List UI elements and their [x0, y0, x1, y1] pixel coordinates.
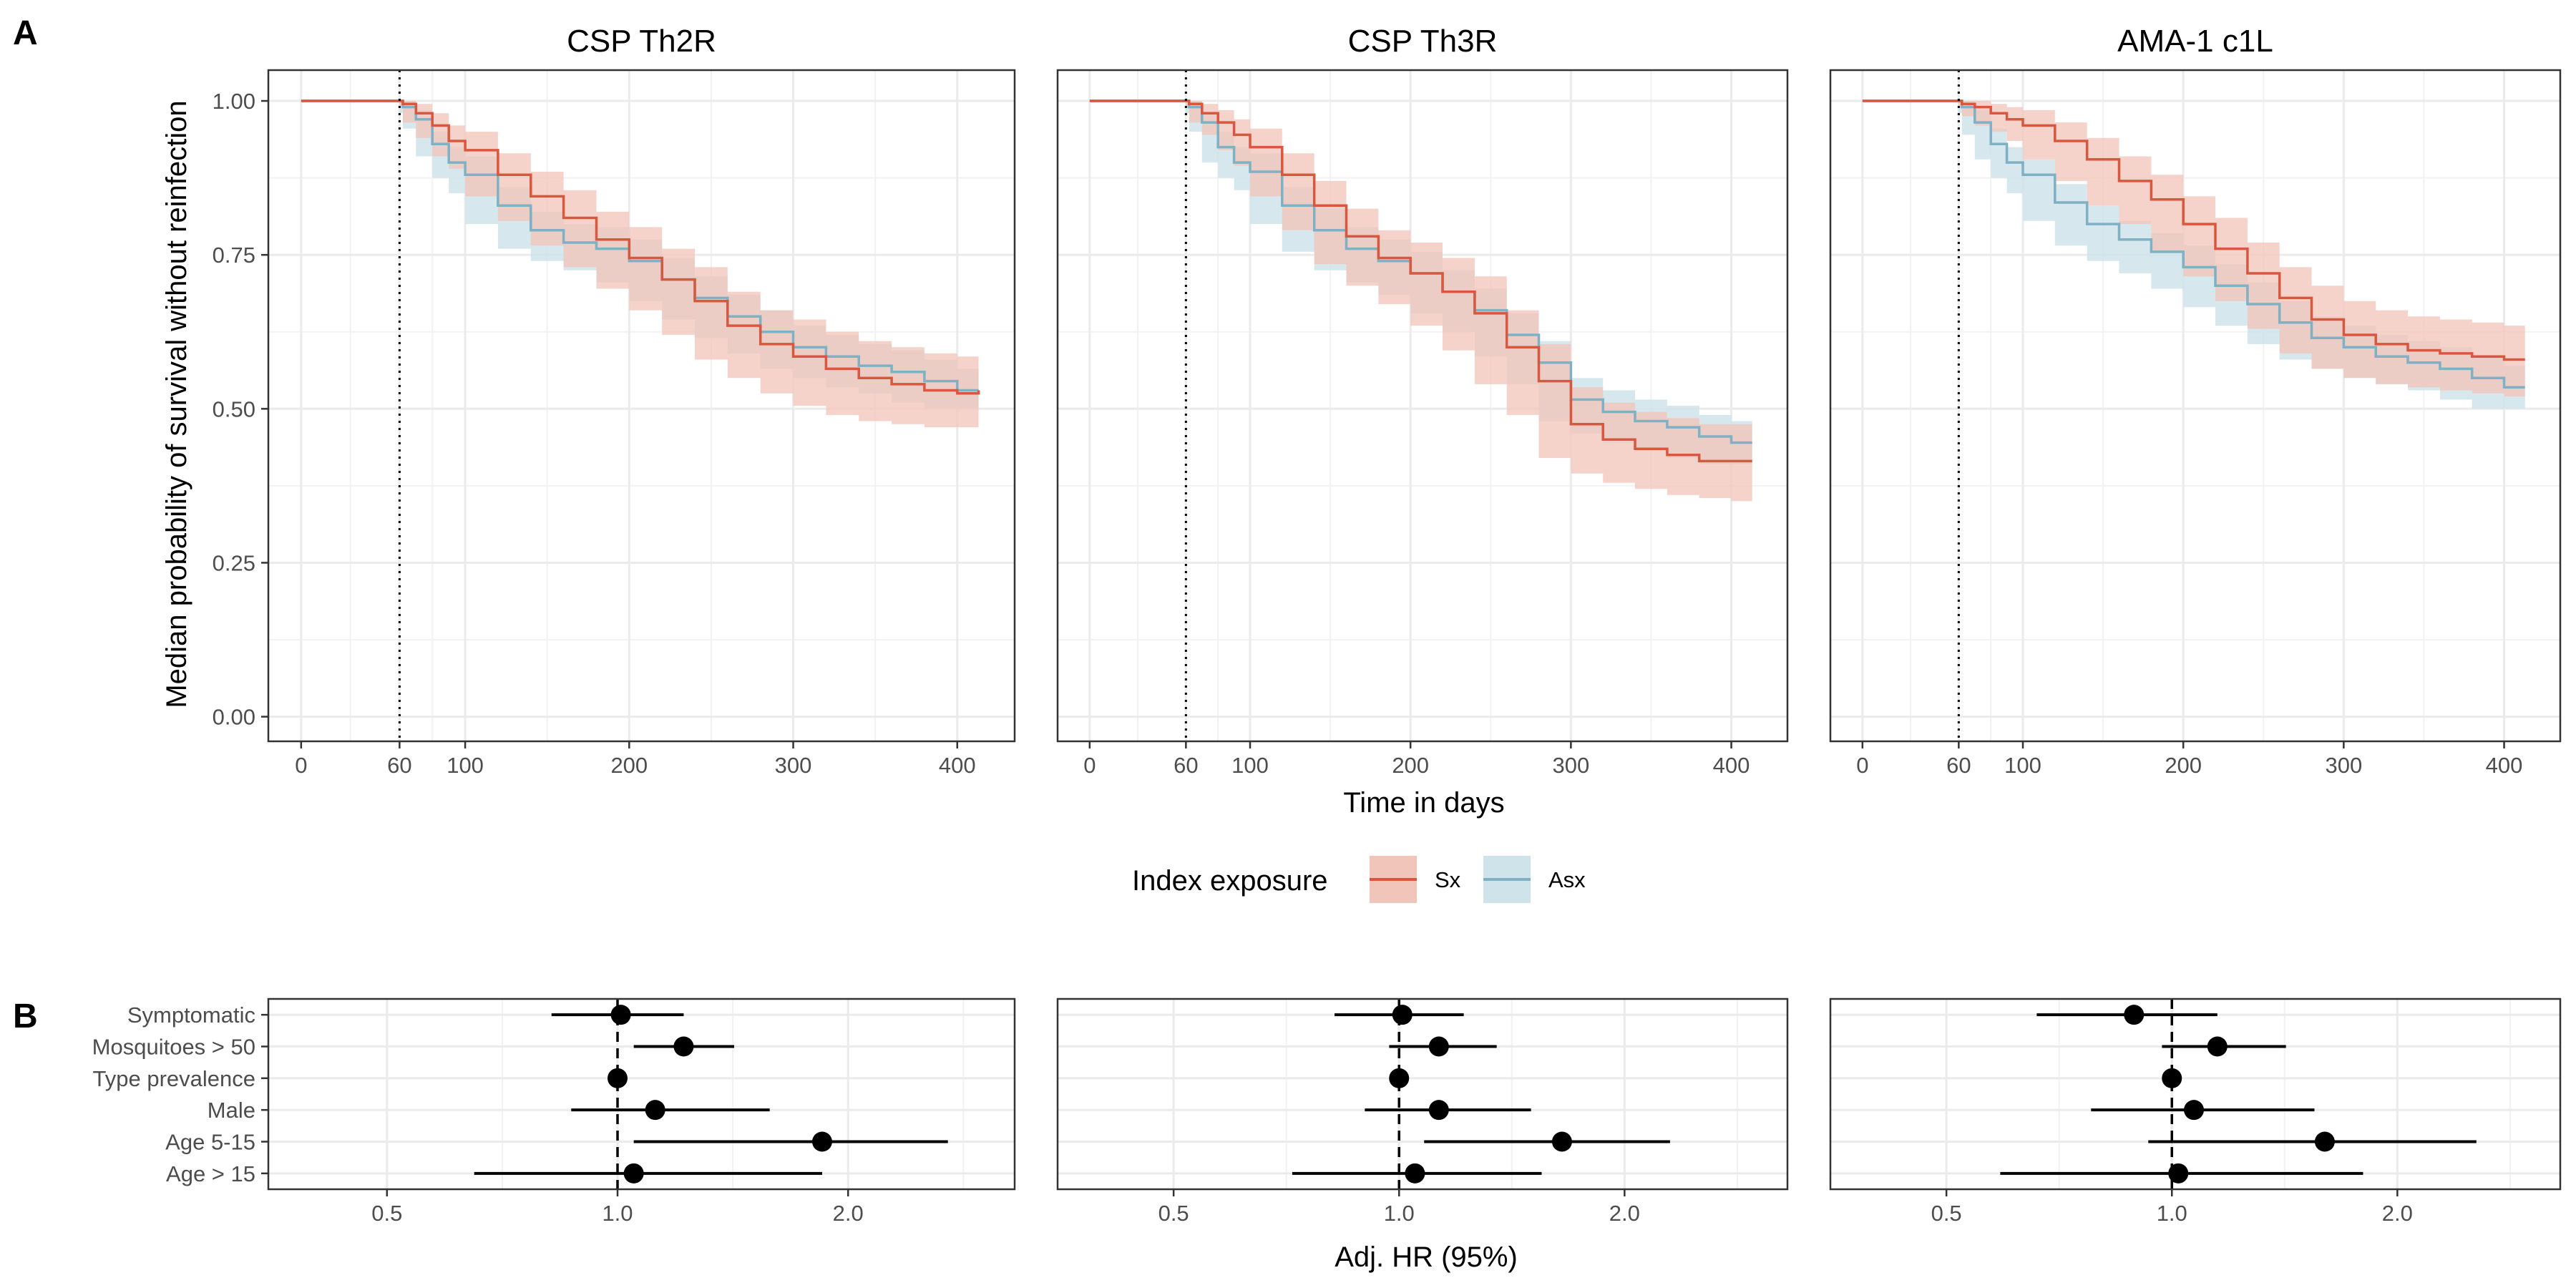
- x-tick-label: 0.5: [1931, 1201, 1962, 1226]
- y-tick-label: 1.00: [213, 89, 255, 114]
- legend-label-sx: Sx: [1435, 867, 1461, 892]
- x-tick-label: 1.0: [602, 1201, 633, 1226]
- legend: Index exposure Sx Asx: [1132, 856, 1586, 903]
- x-tick-label: 400: [939, 753, 976, 778]
- legend-title: Index exposure: [1132, 865, 1328, 897]
- hr-point-symptomatic: [1392, 1005, 1413, 1025]
- x-tick-label: 0.5: [1158, 1201, 1189, 1226]
- survival-curve-asx: [301, 99, 979, 392]
- hr-point-male: [1428, 1100, 1449, 1121]
- survival-curve-sx: [301, 99, 980, 395]
- hr-point-mosquitoes-50: [1428, 1036, 1449, 1057]
- hr-point-type-prevalence: [2162, 1068, 2182, 1088]
- x-tick-label: 2.0: [833, 1201, 864, 1226]
- x-tick-label: 200: [1392, 753, 1429, 778]
- x-tick-label: 300: [775, 753, 812, 778]
- hr-point-age-5-15: [2314, 1131, 2335, 1152]
- hr-point-symptomatic: [2124, 1005, 2145, 1025]
- x-tick-label: 0: [295, 753, 307, 778]
- x-tick-label: 60: [387, 753, 411, 778]
- x-tick-label: 400: [1713, 753, 1750, 778]
- survival-x-axis-title: Time in days: [1343, 787, 1504, 819]
- km-panel-ama-1-c1l: AMA-1 c1L 0 60 100 200 300 400: [1829, 24, 2562, 778]
- legend-item-asx: Asx: [1483, 856, 1586, 903]
- x-tick-label: 1.0: [2157, 1201, 2187, 1226]
- panel-border: [267, 69, 1016, 743]
- x-tick-label: 2.0: [1609, 1201, 1640, 1226]
- km-panel-csp-th3r: CSP Th3R 0 60 100 200 300 400: [1056, 24, 1789, 778]
- x-tick-label: 100: [2004, 753, 2041, 778]
- forest-panel-2: 0.5 1.0 2.0: [1056, 997, 1789, 1226]
- category-label-male: Male: [208, 1098, 255, 1123]
- km-panel-csp-th2r: CSP Th2R 0 60 100 200 300 400 0.00 0.25 0.50 0.75 1…: [213, 24, 1016, 778]
- x-tick-label: 60: [1174, 753, 1198, 778]
- forest-panel-1: 0.5 1.0 2.0 Symptomatic Mosquitoes > 50 Type …: [92, 997, 1016, 1226]
- x-tick-label: 300: [2325, 753, 2362, 778]
- facet-title: CSP Th2R: [567, 24, 716, 59]
- x-tick-label: 400: [2486, 753, 2523, 778]
- panel-b-label: B: [13, 997, 38, 1035]
- hr-point-type-prevalence: [608, 1068, 628, 1088]
- hr-point-age-15: [1405, 1163, 1425, 1184]
- plot-background: [268, 999, 1015, 1189]
- hr-point-mosquitoes-50: [673, 1036, 694, 1057]
- category-label-age-5-15: Age 5-15: [165, 1130, 255, 1155]
- x-tick-label: 0.5: [371, 1201, 402, 1226]
- facet-title: CSP Th3R: [1348, 24, 1498, 59]
- legend-label-asx: Asx: [1548, 867, 1586, 892]
- hr-point-age-15: [2168, 1163, 2189, 1184]
- panel-border: [1829, 69, 2562, 743]
- plot-background: [1058, 999, 1787, 1189]
- y-tick-label: 0.00: [213, 705, 255, 730]
- forest-x-axis-title: Adj. HR (95%): [1335, 1241, 1518, 1273]
- x-tick-label: 200: [610, 753, 648, 778]
- hr-point-age-15: [623, 1163, 644, 1184]
- panel-border: [1056, 69, 1789, 743]
- x-tick-label: 300: [1552, 753, 1589, 778]
- hr-point-symptomatic: [610, 1005, 631, 1025]
- survival-curve-sx: [1089, 99, 1752, 463]
- survival-curve-asx: [1862, 99, 2525, 389]
- y-tick-label: 0.25: [213, 550, 255, 575]
- y-tick-label: 0.75: [213, 243, 255, 268]
- panel-border: [1829, 997, 2562, 1191]
- plot-background: [1830, 999, 2560, 1189]
- figure-contents: A B Median probability of survival witho…: [13, 14, 2562, 1273]
- ci-band-sx: [1089, 101, 1752, 502]
- plot-background: [1830, 70, 2560, 741]
- x-tick-label: 60: [1946, 753, 1971, 778]
- panel-border: [1056, 997, 1789, 1191]
- x-tick-label: 200: [2165, 753, 2202, 778]
- hr-point-mosquitoes-50: [2207, 1036, 2228, 1057]
- category-label-symptomatic: Symptomatic: [127, 1002, 255, 1028]
- ci-band-sx: [1862, 101, 2525, 397]
- panel-a-label: A: [13, 14, 38, 52]
- category-label-mosquitoes-50: Mosquitoes > 50: [92, 1035, 255, 1060]
- y-tick-label: 0.50: [213, 396, 255, 421]
- hr-point-male: [645, 1100, 665, 1121]
- x-tick-label: 2.0: [2382, 1201, 2413, 1226]
- category-label-age-15: Age > 15: [166, 1161, 255, 1186]
- panel-border: [267, 997, 1016, 1191]
- legend-item-sx: Sx: [1370, 856, 1461, 903]
- category-label-type-prevalence: Type prevalence: [93, 1066, 255, 1091]
- survival-y-axis-title: Median probability of survival without r…: [161, 100, 192, 708]
- survival-curve-sx: [1862, 99, 2525, 361]
- x-tick-label: 0: [1856, 753, 1868, 778]
- x-tick-label: 100: [1231, 753, 1269, 778]
- hr-point-age-5-15: [1551, 1131, 1572, 1152]
- x-tick-label: 0: [1083, 753, 1096, 778]
- facet-title: AMA-1 c1L: [2117, 24, 2273, 59]
- x-tick-label: 1.0: [1384, 1201, 1415, 1226]
- hr-point-type-prevalence: [1389, 1068, 1410, 1088]
- hr-point-male: [2184, 1100, 2205, 1121]
- x-tick-label: 100: [447, 753, 484, 778]
- hr-point-age-5-15: [811, 1131, 832, 1152]
- forest-panel-3: 0.5 1.0 2.0: [1829, 997, 2562, 1226]
- ci-band-sx: [301, 101, 979, 428]
